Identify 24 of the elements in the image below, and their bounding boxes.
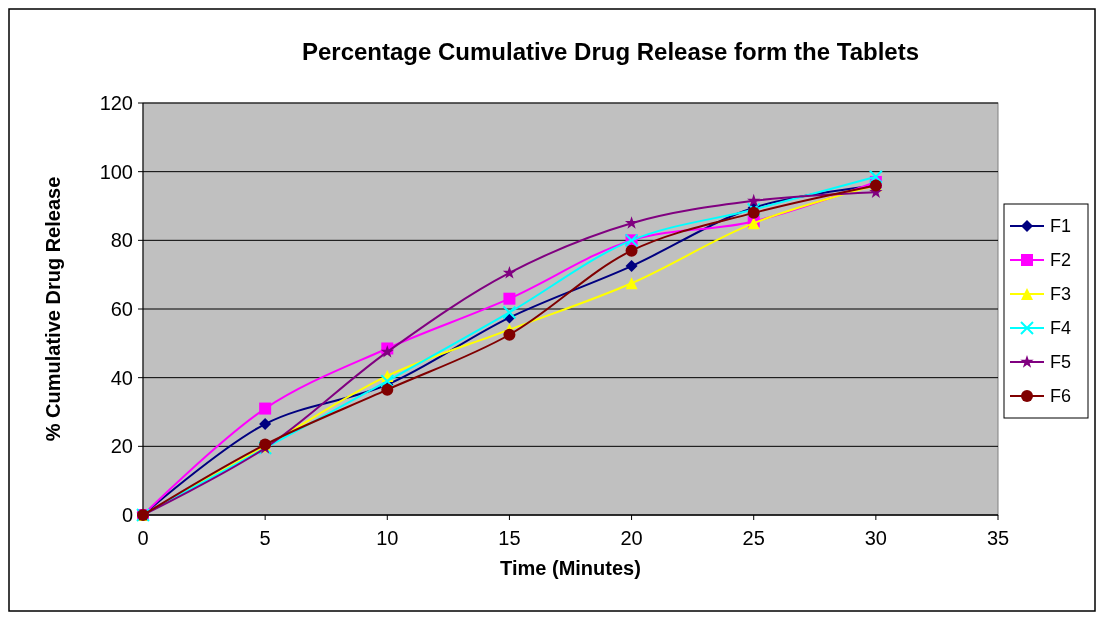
legend-label: F4 bbox=[1050, 318, 1072, 339]
y-tick-label: 80 bbox=[110, 229, 133, 252]
y-tick-label: 100 bbox=[99, 160, 133, 183]
x-tick-label: 15 bbox=[498, 527, 521, 549]
x-tick-label: 20 bbox=[620, 527, 643, 549]
y-tick-label: 60 bbox=[110, 298, 133, 320]
y-tick-label: 120 bbox=[99, 92, 133, 114]
legend-label: F5 bbox=[1050, 352, 1072, 373]
x-axis-title: Time (Minutes) bbox=[500, 557, 641, 579]
x-tick-label: 0 bbox=[137, 527, 149, 549]
x-tick-label: 30 bbox=[864, 527, 887, 549]
x-tick-label: 25 bbox=[742, 527, 765, 549]
y-tick-label: 20 bbox=[110, 435, 133, 458]
y-tick-label: 40 bbox=[110, 366, 133, 389]
legend-label: F1 bbox=[1050, 216, 1072, 237]
x-tick-label: 5 bbox=[259, 527, 271, 549]
x-tick-label: 10 bbox=[376, 527, 399, 549]
x-tick-label: 35 bbox=[986, 527, 1010, 549]
legend-label: F6 bbox=[1050, 386, 1072, 407]
chart-title: Percentage Cumulative Drug Release form the Tablets bbox=[301, 38, 920, 65]
legend-label: F3 bbox=[1050, 284, 1072, 305]
y-tick-label: 0 bbox=[121, 504, 133, 526]
legend-label: F2 bbox=[1050, 250, 1072, 271]
y-axis-title: % Cumulative Drug Release bbox=[42, 176, 64, 442]
